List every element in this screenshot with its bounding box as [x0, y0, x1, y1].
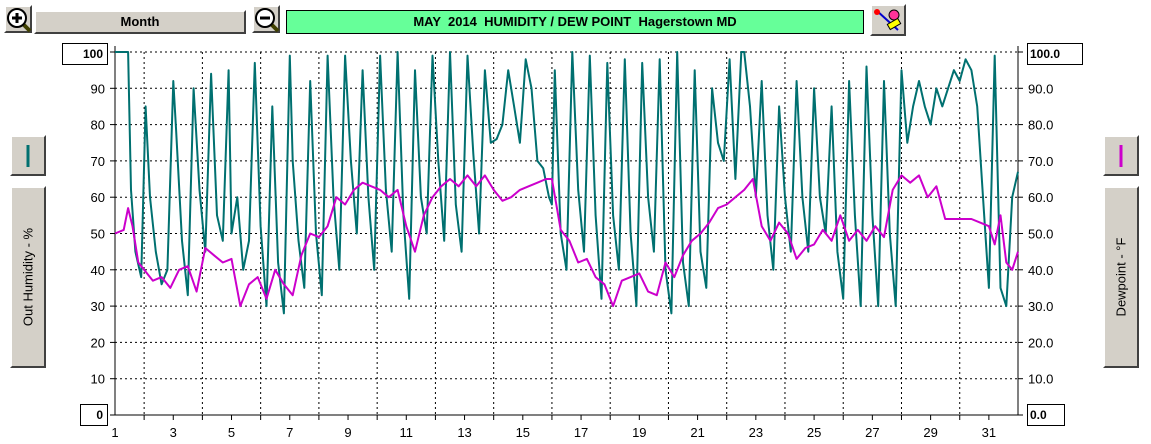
- x-tick-label: 23: [749, 425, 763, 440]
- zoom-out-button[interactable]: [252, 5, 280, 33]
- dewpoint-color-line: [1119, 145, 1123, 167]
- y-tick-label-left: 20: [91, 335, 105, 350]
- right-axis-min-input[interactable]: 0.0: [1027, 404, 1065, 426]
- y-tick-label-left: 50: [91, 227, 105, 242]
- x-tick-label: 27: [865, 425, 879, 440]
- zoom-in-icon: [7, 8, 32, 33]
- humidity-series-swatch[interactable]: [10, 135, 46, 176]
- y-tick-label-left: 90: [91, 81, 105, 96]
- y-tick-label-left: 60: [91, 190, 105, 205]
- y-tick-label-right: 10.0: [1028, 372, 1053, 387]
- zoom-in-button[interactable]: [4, 5, 32, 33]
- y-tick-label-right: 60.0: [1028, 190, 1053, 205]
- x-tick-label: 7: [286, 425, 293, 440]
- y-tick-label-right: 30.0: [1028, 299, 1053, 314]
- x-tick-label: 3: [170, 425, 177, 440]
- humidity-color-line: [26, 145, 30, 167]
- right-axis-label-button[interactable]: Dewpoint - °F: [1103, 186, 1139, 368]
- y-tick-label-right: 80.0: [1028, 118, 1053, 133]
- period-selector-button[interactable]: Month: [34, 10, 246, 34]
- y-tick-label-left: 70: [91, 154, 105, 169]
- x-tick-label: 17: [574, 425, 588, 440]
- y-tick-label-left: 80: [91, 118, 105, 133]
- y-tick-label-right: 70.0: [1028, 154, 1053, 169]
- left-axis-label-button[interactable]: Out Humidity - %: [10, 186, 46, 368]
- x-tick-label: 13: [457, 425, 471, 440]
- y-tick-label-right: 20.0: [1028, 335, 1053, 350]
- x-tick-label: 9: [344, 425, 351, 440]
- x-tick-label: 25: [807, 425, 821, 440]
- x-tick-label: 31: [982, 425, 996, 440]
- chart-title: MAY 2014 HUMIDITY / DEW POINT Hagerstown…: [286, 10, 864, 34]
- y-tick-label-right: 40.0: [1028, 263, 1053, 278]
- y-tick-label-right: 50.0: [1028, 227, 1053, 242]
- x-tick-label: 19: [632, 425, 646, 440]
- humidity-series-line: [115, 51, 1019, 315]
- graph-options-button[interactable]: [870, 4, 906, 36]
- y-tick-label-right: 90.0: [1028, 81, 1053, 96]
- x-tick-label: 5: [228, 425, 235, 440]
- dewpoint-series-line: [114, 174, 1019, 308]
- x-tick-label: 21: [690, 425, 704, 440]
- left-axis-max-input[interactable]: 100: [62, 43, 108, 65]
- y-tick-label-left: 30: [91, 299, 105, 314]
- zoom-out-icon: [255, 8, 280, 33]
- y-tick-label-left: 40: [91, 263, 105, 278]
- paint-tool-icon: [874, 9, 902, 31]
- x-tick-label: 11: [400, 425, 414, 440]
- x-tick-label: 29: [923, 425, 937, 440]
- y-tick-label-left: 10: [91, 372, 105, 387]
- right-axis-max-input[interactable]: 100.0: [1027, 43, 1083, 65]
- left-axis-min-input[interactable]: 0: [80, 404, 108, 426]
- x-tick-label: 1: [111, 425, 118, 440]
- dewpoint-series-swatch[interactable]: [1103, 135, 1139, 176]
- x-tick-label: 15: [516, 425, 530, 440]
